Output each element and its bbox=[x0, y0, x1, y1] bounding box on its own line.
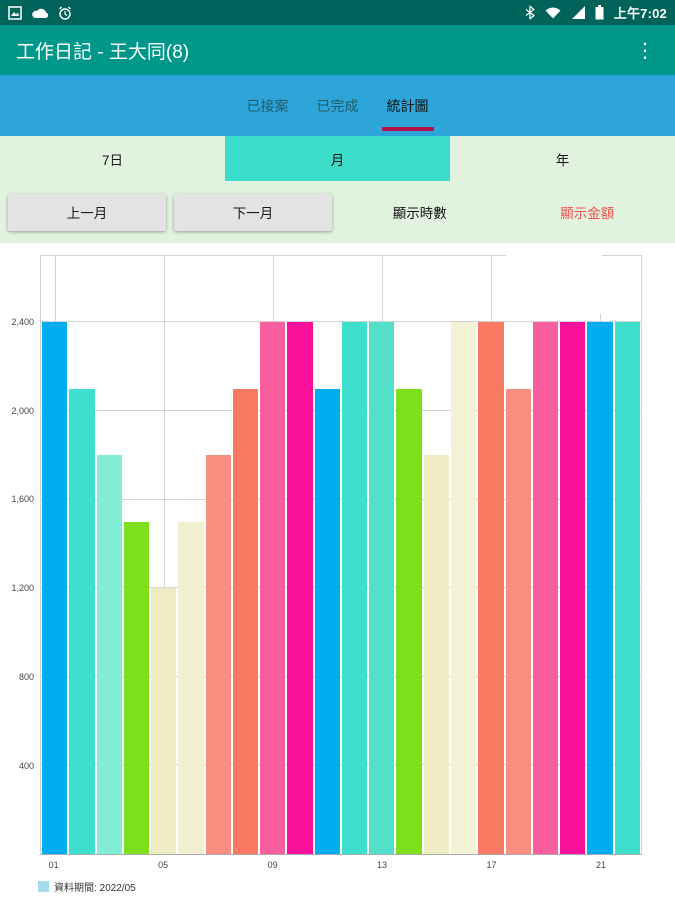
gridline-horizontal bbox=[41, 764, 641, 766]
cloud-icon bbox=[32, 7, 48, 19]
gridline-horizontal bbox=[41, 675, 641, 677]
bar-day-12[interactable] bbox=[341, 322, 368, 854]
x-tick-label: 05 bbox=[158, 860, 169, 870]
y-tick-label: 1,600 bbox=[11, 494, 34, 505]
gridline-vertical bbox=[163, 256, 165, 854]
x-tick-label: 21 bbox=[595, 860, 606, 870]
legend-label: 資料期間: 2022/05 bbox=[54, 883, 136, 894]
bar-day-02[interactable] bbox=[69, 388, 95, 854]
bars-layer bbox=[41, 256, 641, 854]
next-month-button[interactable]: 下一月 bbox=[174, 193, 332, 231]
gridline-horizontal bbox=[41, 498, 641, 500]
gridline-horizontal bbox=[41, 410, 641, 412]
y-tick-label: 800 bbox=[18, 672, 34, 683]
bar-day-11[interactable] bbox=[314, 388, 340, 854]
tab-completed[interactable]: 已完成 bbox=[303, 75, 373, 136]
app-bar: 工作日記 - 王大同(8) ⋮ bbox=[0, 25, 675, 75]
status-bar: 上午7:02 bbox=[0, 0, 675, 25]
bar-day-20[interactable] bbox=[560, 322, 586, 854]
plot-area bbox=[40, 254, 642, 855]
overflow-menu-icon[interactable]: ⋮ bbox=[635, 39, 655, 62]
alarm-icon bbox=[58, 6, 72, 20]
bar-day-10[interactable] bbox=[287, 322, 313, 854]
prev-month-button[interactable]: 上一月 bbox=[8, 193, 166, 231]
show-amount-button[interactable]: 顯示金額 bbox=[560, 206, 615, 221]
bar-day-17[interactable] bbox=[478, 322, 504, 854]
segment-label: 年 bbox=[555, 152, 570, 168]
bar-day-13[interactable] bbox=[369, 322, 395, 854]
bar-day-22[interactable] bbox=[614, 322, 640, 854]
segment-label: 7日 bbox=[101, 152, 123, 168]
tab-label: 已完成 bbox=[316, 97, 359, 114]
tab-statistics[interactable]: 統計圖 bbox=[373, 75, 443, 136]
tab-indicator bbox=[381, 127, 434, 131]
x-tick-label: 01 bbox=[48, 860, 59, 870]
show-hours-button[interactable]: 顯示時數 bbox=[392, 206, 447, 221]
legend-swatch bbox=[38, 881, 49, 892]
chart-section: 400 800 1,200 1,600 2,000 2,400 01 05 09 13 17 21 … bbox=[0, 243, 675, 900]
bar-day-08[interactable] bbox=[232, 388, 259, 854]
bar-day-07[interactable] bbox=[205, 455, 231, 854]
segment-month[interactable]: 月 bbox=[225, 136, 450, 181]
gridline-horizontal bbox=[41, 321, 641, 323]
tab-label: 統計圖 bbox=[386, 97, 429, 114]
segment-year[interactable]: 年 bbox=[450, 136, 675, 181]
bar-day-15[interactable] bbox=[423, 455, 449, 854]
bar-day-04[interactable] bbox=[123, 521, 150, 854]
chart-legend: 資料期間: 2022/05 bbox=[38, 879, 136, 894]
battery-icon bbox=[595, 5, 604, 20]
bar-day-09[interactable] bbox=[260, 322, 286, 854]
bar-day-05[interactable] bbox=[151, 588, 177, 854]
tab-label: 已接案 bbox=[246, 97, 289, 114]
y-axis-labels: 400 800 1,200 1,600 2,000 2,400 bbox=[0, 255, 36, 855]
segment-7days[interactable]: 7日 bbox=[0, 136, 225, 181]
bar-day-03[interactable] bbox=[96, 455, 122, 854]
bar-day-14[interactable] bbox=[396, 388, 422, 854]
bar-day-16[interactable] bbox=[450, 322, 477, 854]
status-time: 上午7:02 bbox=[613, 6, 667, 21]
bar-day-18[interactable] bbox=[505, 388, 531, 854]
y-tick-label: 400 bbox=[18, 761, 34, 772]
status-right-icons: 上午7:02 bbox=[525, 3, 667, 22]
x-tick-label: 09 bbox=[267, 860, 278, 870]
tab-bar: 已接案 已完成 統計圖 bbox=[0, 75, 675, 136]
segment-label: 月 bbox=[330, 152, 345, 168]
photo-icon bbox=[8, 5, 22, 20]
bar-day-19[interactable] bbox=[532, 322, 559, 854]
y-tick-label: 1,200 bbox=[11, 583, 34, 594]
y-tick-label: 2,400 bbox=[11, 316, 34, 327]
x-axis-labels: 01 05 09 13 17 21 bbox=[40, 860, 642, 874]
page-title: 工作日記 - 王大同(8) bbox=[16, 41, 190, 63]
bar-day-01[interactable] bbox=[42, 322, 68, 854]
status-left-icons bbox=[8, 5, 72, 20]
bar-day-21[interactable] bbox=[587, 322, 613, 854]
wifi-icon bbox=[545, 6, 561, 19]
bluetooth-icon bbox=[525, 5, 535, 20]
signal-icon bbox=[571, 6, 585, 19]
tab-accepted[interactable]: 已接案 bbox=[233, 75, 303, 136]
y-tick-label: 2,000 bbox=[11, 405, 34, 416]
period-selector: 7日 月 年 bbox=[0, 136, 675, 181]
toolbar: 上一月 下一月 顯示時數 顯示金額 bbox=[0, 181, 675, 243]
blank-overlay bbox=[506, 254, 602, 314]
x-tick-label: 13 bbox=[377, 860, 388, 870]
bar-day-06[interactable] bbox=[178, 521, 204, 854]
gridline-horizontal bbox=[41, 587, 641, 589]
x-tick-label: 17 bbox=[486, 860, 497, 870]
